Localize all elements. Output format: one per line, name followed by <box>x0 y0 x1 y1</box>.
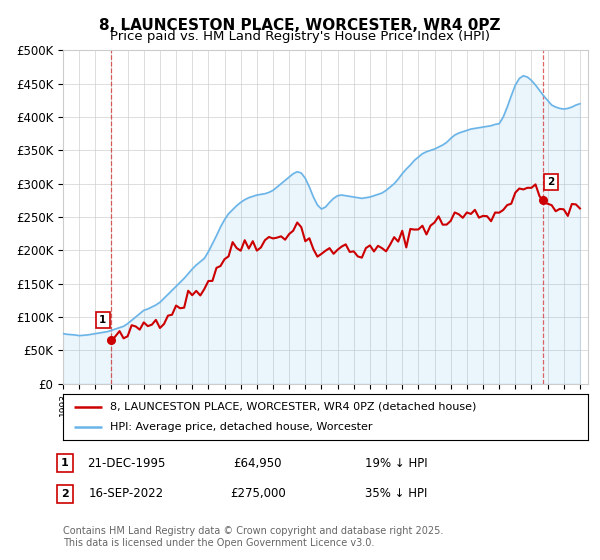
Text: 2: 2 <box>61 489 68 499</box>
Text: £275,000: £275,000 <box>230 487 286 501</box>
Text: Contains HM Land Registry data © Crown copyright and database right 2025.
This d: Contains HM Land Registry data © Crown c… <box>63 526 443 548</box>
Text: HPI: Average price, detached house, Worcester: HPI: Average price, detached house, Worc… <box>110 422 373 432</box>
Text: 19% ↓ HPI: 19% ↓ HPI <box>365 456 427 470</box>
Text: 1: 1 <box>61 458 68 468</box>
Text: 1: 1 <box>99 315 107 325</box>
Text: 21-DEC-1995: 21-DEC-1995 <box>87 456 165 470</box>
Text: 35% ↓ HPI: 35% ↓ HPI <box>365 487 427 501</box>
Text: 16-SEP-2022: 16-SEP-2022 <box>88 487 164 501</box>
Text: 8, LAUNCESTON PLACE, WORCESTER, WR4 0PZ: 8, LAUNCESTON PLACE, WORCESTER, WR4 0PZ <box>99 18 501 33</box>
Text: 8, LAUNCESTON PLACE, WORCESTER, WR4 0PZ (detached house): 8, LAUNCESTON PLACE, WORCESTER, WR4 0PZ … <box>110 402 476 412</box>
Text: £64,950: £64,950 <box>234 456 282 470</box>
Text: Price paid vs. HM Land Registry's House Price Index (HPI): Price paid vs. HM Land Registry's House … <box>110 30 490 43</box>
Text: 2: 2 <box>547 177 554 186</box>
